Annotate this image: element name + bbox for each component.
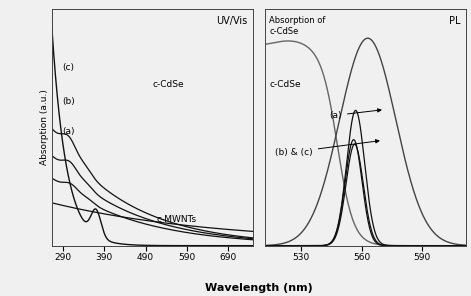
Text: UV/Vis: UV/Vis [216, 16, 247, 26]
Text: c-CdSe: c-CdSe [269, 80, 301, 89]
Text: (b): (b) [62, 96, 74, 106]
Text: (b) & (c): (b) & (c) [275, 140, 379, 157]
Text: (a): (a) [330, 109, 381, 120]
Text: c-CdSe: c-CdSe [153, 80, 184, 89]
Text: PL: PL [449, 16, 460, 26]
Text: (c): (c) [62, 63, 74, 73]
Text: Absorption of
c-CdSe: Absorption of c-CdSe [269, 16, 325, 36]
Text: (a): (a) [62, 127, 74, 136]
Y-axis label: Absorption (a.u.): Absorption (a.u.) [40, 89, 49, 165]
Text: Wavelength (nm): Wavelength (nm) [205, 283, 313, 293]
Text: c-MWNTs: c-MWNTs [156, 215, 196, 224]
